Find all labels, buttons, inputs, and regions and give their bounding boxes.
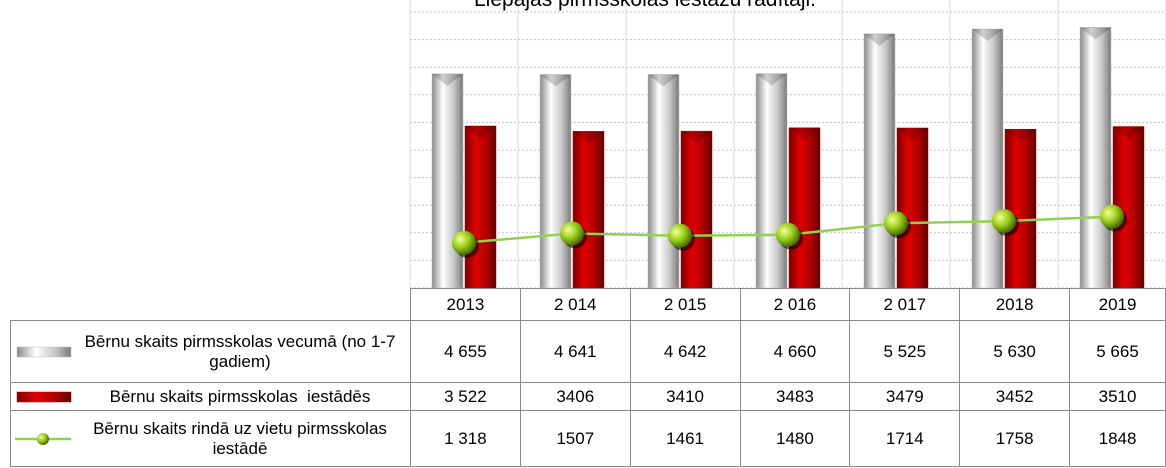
- marker: [884, 211, 908, 236]
- series-row: Bērnu skaits rindā uz vietu pirmsskolas …: [10, 410, 1166, 467]
- data-label: 1758: [959, 410, 1071, 467]
- plot-area: [409, 0, 1166, 289]
- bar-cap: [1005, 129, 1036, 142]
- legend-cell: Bērnu skaits rindā uz vietu pirmsskolas …: [10, 410, 411, 467]
- marker: [560, 221, 584, 246]
- bar: [863, 33, 896, 289]
- legend-item: Bērnu skaits pirmsskolas vecumā (no 1-7 …: [11, 332, 410, 372]
- bar-cap: [648, 74, 679, 87]
- bar-cap: [756, 73, 787, 86]
- marker: [776, 222, 800, 247]
- data-label: 3483: [739, 382, 851, 411]
- bar-cap: [897, 127, 928, 140]
- data-label: 4 660: [739, 320, 851, 383]
- legend-key: [15, 432, 71, 445]
- data-label: 3 522: [409, 382, 521, 411]
- data-label: 1507: [519, 410, 631, 467]
- bar-cap: [1080, 27, 1111, 40]
- legend-item: Bērnu skaits pirmsskolas iestādēs: [11, 387, 410, 407]
- data-label: 5 665: [1069, 320, 1166, 383]
- bar-cap: [681, 131, 712, 144]
- data-label: 3479: [849, 382, 961, 411]
- bar-cap: [789, 127, 820, 140]
- legend-key: [16, 346, 72, 357]
- data-label: 3406: [519, 382, 631, 411]
- data-label: 3410: [629, 382, 741, 411]
- data-label: 1848: [1069, 410, 1166, 467]
- data-label: 4 655: [409, 320, 521, 383]
- marker: [668, 223, 692, 248]
- chart-title: Liepājas pirmsskolas iestāžu rādītāji.: [410, 0, 880, 12]
- bar: [680, 130, 713, 289]
- x-tick-label: 2 016: [739, 288, 851, 321]
- bar: [896, 127, 929, 289]
- bar: [1079, 27, 1112, 289]
- series-row: Bērnu skaits pirmsskolas vecumā (no 1-7 …: [10, 320, 1166, 383]
- x-tick-label: 2 015: [629, 288, 741, 321]
- data-label: 5 525: [849, 320, 961, 383]
- data-label: 5 630: [959, 320, 1071, 383]
- data-table: 2013 2 014 2 015 2 016 2 017 2018 2019 Bērnu sk…: [10, 288, 1166, 467]
- legend-bar: [16, 346, 72, 357]
- x-tick-label: 2 014: [519, 288, 631, 321]
- bar-cap: [1113, 126, 1144, 139]
- data-label: 1480: [739, 410, 851, 467]
- bar: [971, 28, 1004, 289]
- legend-item: Bērnu skaits rindā uz vietu pirmsskolas …: [11, 419, 410, 459]
- bar-cap: [573, 131, 604, 144]
- legend-label: Bērnu skaits rindā uz vietu pirmsskolas …: [93, 418, 392, 458]
- bar: [788, 127, 821, 289]
- x-tick-label: 2018: [959, 288, 1071, 321]
- data-label: 4 641: [519, 320, 631, 383]
- bar: [539, 74, 572, 289]
- bar: [1004, 128, 1037, 289]
- data-label: 4 642: [629, 320, 741, 383]
- bar-cap: [972, 29, 1003, 42]
- bar-cap: [465, 125, 496, 138]
- x-tick-label: 2019: [1069, 288, 1166, 321]
- marker: [452, 230, 476, 255]
- legend-cell: Bērnu skaits pirmsskolas vecumā (no 1-7 …: [10, 320, 411, 383]
- series-row: Bērnu skaits pirmsskolas iestādēs 3 522 34…: [10, 382, 1166, 411]
- legend-cell: Bērnu skaits pirmsskolas iestādēs: [10, 382, 411, 411]
- legend-label: Bērnu skaits pirmsskolas iestādēs: [109, 386, 371, 406]
- bar: [431, 73, 464, 289]
- x-tick-label: 2 017: [849, 288, 961, 321]
- data-label: 1 318: [409, 410, 521, 467]
- bar: [572, 131, 605, 289]
- marker: [992, 209, 1016, 234]
- data-label: 1461: [629, 410, 741, 467]
- bar: [647, 74, 680, 289]
- legend-label: Bērnu skaits pirmsskolas vecumā (no 1-7 …: [84, 331, 401, 371]
- category-row: 2013 2 014 2 015 2 016 2 017 2018 2019: [10, 288, 1166, 321]
- bar: [464, 125, 497, 289]
- x-tick-label: 2013: [409, 288, 521, 321]
- legend-key: [16, 391, 72, 402]
- bar-cap: [864, 33, 895, 46]
- legend-marker: [37, 432, 49, 445]
- data-label: 3510: [1069, 382, 1166, 411]
- marker: [1100, 204, 1124, 229]
- bar-cap: [540, 74, 571, 87]
- data-label: 3452: [959, 382, 1071, 411]
- blank-cell: [10, 288, 411, 321]
- bar-cap: [432, 73, 463, 86]
- legend-bar: [16, 391, 72, 402]
- bar: [755, 73, 788, 289]
- data-label: 1714: [849, 410, 961, 467]
